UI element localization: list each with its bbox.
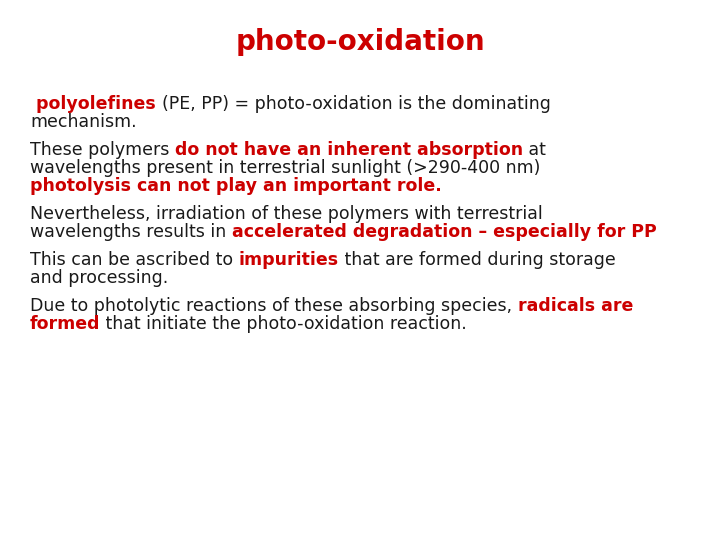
- Text: that initiate the photo-oxidation reaction.: that initiate the photo-oxidation reacti…: [101, 315, 467, 333]
- Text: do not have an inherent absorption: do not have an inherent absorption: [175, 141, 523, 159]
- Text: accelerated degradation – especially for PP: accelerated degradation – especially for…: [232, 223, 657, 241]
- Text: photolysis can not play an important role.: photolysis can not play an important rol…: [30, 177, 442, 195]
- Text: formed: formed: [30, 315, 101, 333]
- Text: radicals are: radicals are: [518, 297, 633, 315]
- Text: polyolefines: polyolefines: [30, 95, 162, 113]
- Text: at: at: [523, 141, 546, 159]
- Text: mechanism.: mechanism.: [30, 113, 137, 131]
- Text: (PE, PP) = photo-oxidation is the dominating: (PE, PP) = photo-oxidation is the domina…: [162, 95, 551, 113]
- Text: Nevertheless, irradiation of these polymers with terrestrial: Nevertheless, irradiation of these polym…: [30, 205, 543, 223]
- Text: wavelengths results in: wavelengths results in: [30, 223, 232, 241]
- Text: photo-oxidation: photo-oxidation: [235, 28, 485, 56]
- Text: This can be ascribed to: This can be ascribed to: [30, 251, 238, 269]
- Text: impurities: impurities: [238, 251, 338, 269]
- Text: These polymers: These polymers: [30, 141, 175, 159]
- Text: that are formed during storage: that are formed during storage: [338, 251, 616, 269]
- Text: wavelengths present in terrestrial sunlight (>290-400 nm): wavelengths present in terrestrial sunli…: [30, 159, 541, 177]
- Text: Due to photolytic reactions of these absorbing species,: Due to photolytic reactions of these abs…: [30, 297, 518, 315]
- Text: and processing.: and processing.: [30, 269, 168, 287]
